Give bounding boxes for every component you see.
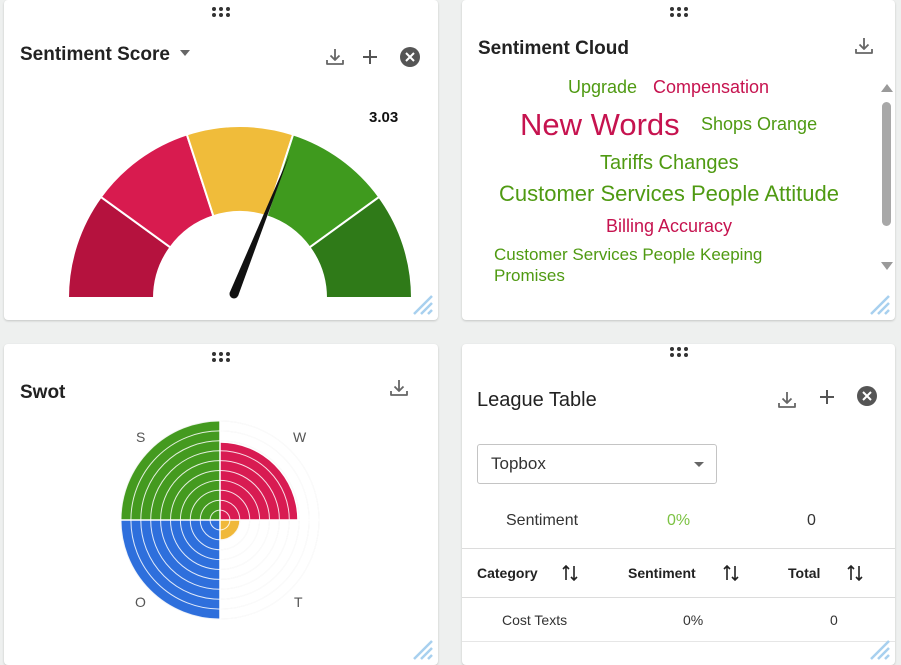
cloud-word[interactable]: Customer Services People Keeping [494, 245, 763, 264]
resize-handle-icon[interactable] [408, 635, 434, 661]
swot-sector-o[interactable] [121, 520, 220, 619]
table-row[interactable]: Cost Texts 0% 0 [462, 598, 895, 642]
resize-handle-icon[interactable] [865, 635, 891, 661]
swot-label-w: W [293, 429, 307, 445]
column-header-category[interactable]: Category [477, 565, 538, 581]
swot-sector-t[interactable] [220, 520, 240, 540]
drag-handle-icon[interactable] [212, 7, 230, 19]
cloud-scrollbar[interactable] [879, 80, 893, 276]
summary-percent: 0% [667, 512, 691, 529]
swot-sector-s[interactable] [121, 421, 220, 520]
gauge-segment [308, 195, 414, 299]
swot-title: Swot [20, 382, 66, 403]
drag-handle-icon[interactable] [669, 7, 688, 19]
cell-category: Cost Texts [502, 612, 568, 628]
summary-count: 0 [807, 512, 816, 529]
cloud-word[interactable]: Compensation [653, 77, 770, 97]
gauge-needle [229, 154, 290, 296]
sort-icon[interactable] [722, 563, 740, 583]
download-icon[interactable] [324, 46, 346, 68]
table-header: Category Sentiment Total [462, 548, 895, 598]
drag-handle-icon[interactable] [669, 347, 688, 359]
cloud-word[interactable]: Promises [494, 266, 565, 282]
swot-label-s: S [136, 429, 146, 445]
chevron-down-icon [694, 462, 704, 467]
swot-polar-chart [120, 420, 320, 620]
sentiment-gauge [66, 125, 414, 299]
cloud-word[interactable]: Billing Accuracy [606, 216, 733, 236]
cloud-word[interactable]: New Words [520, 107, 680, 142]
resize-handle-icon[interactable] [408, 290, 434, 316]
swot-sector-w[interactable] [220, 442, 298, 520]
summary-label: Sentiment [506, 512, 579, 529]
gauge-value-label: 3.03 [369, 109, 399, 126]
swot-label-t: T [294, 594, 303, 610]
cloud-word[interactable]: Upgrade [568, 77, 638, 97]
close-circle-icon[interactable] [399, 46, 421, 68]
word-cloud: Upgrade Compensation New Words Shops Ora… [462, 0, 872, 282]
sentiment-score-title-text: Sentiment Score [20, 44, 170, 65]
cloud-word[interactable]: Tariffs Changes [600, 152, 739, 174]
sentiment-score-title[interactable]: Sentiment Score [20, 44, 191, 66]
league-table-title: League Table [477, 389, 597, 411]
sentiment-score-card: Sentiment Score 3.03 [4, 0, 438, 320]
plus-icon[interactable] [816, 386, 838, 408]
cloud-word[interactable]: Customer Services People Attitude [499, 181, 839, 206]
scroll-thumb[interactable] [882, 102, 891, 226]
close-circle-icon[interactable] [856, 385, 878, 407]
cell-sentiment: 0% [683, 612, 704, 628]
summary-row: Sentiment 0% 0 [462, 506, 895, 536]
column-header-total[interactable]: Total [788, 565, 821, 581]
cell-total: 0 [830, 612, 838, 628]
scroll-down-icon[interactable] [881, 262, 893, 270]
swot-label-o: O [135, 594, 146, 610]
column-header-sentiment[interactable]: Sentiment [628, 565, 696, 581]
gauge-needle-hub [229, 289, 239, 299]
sentiment-cloud-card: Sentiment Cloud Upgrade Compensation New… [462, 0, 895, 320]
swot-card: Swot S W O T [4, 344, 438, 665]
drag-handle-icon[interactable] [212, 352, 230, 364]
topbox-select[interactable]: Topbox [477, 444, 717, 484]
download-icon[interactable] [388, 377, 410, 399]
download-icon[interactable] [853, 35, 875, 57]
scroll-up-icon[interactable] [881, 84, 893, 92]
download-icon[interactable] [776, 389, 798, 411]
sort-icon[interactable] [846, 563, 864, 583]
select-value: Topbox [491, 454, 546, 473]
resize-handle-icon[interactable] [865, 290, 891, 316]
sentiment-cloud-title: Sentiment Cloud [478, 38, 629, 59]
plus-icon[interactable] [359, 46, 381, 68]
sort-icon[interactable] [561, 563, 579, 583]
league-table-card: League Table Topbox Sentiment 0% 0 Categ… [462, 344, 895, 665]
caret-down-icon[interactable] [180, 50, 191, 57]
cloud-word[interactable]: Shops Orange [701, 114, 818, 134]
